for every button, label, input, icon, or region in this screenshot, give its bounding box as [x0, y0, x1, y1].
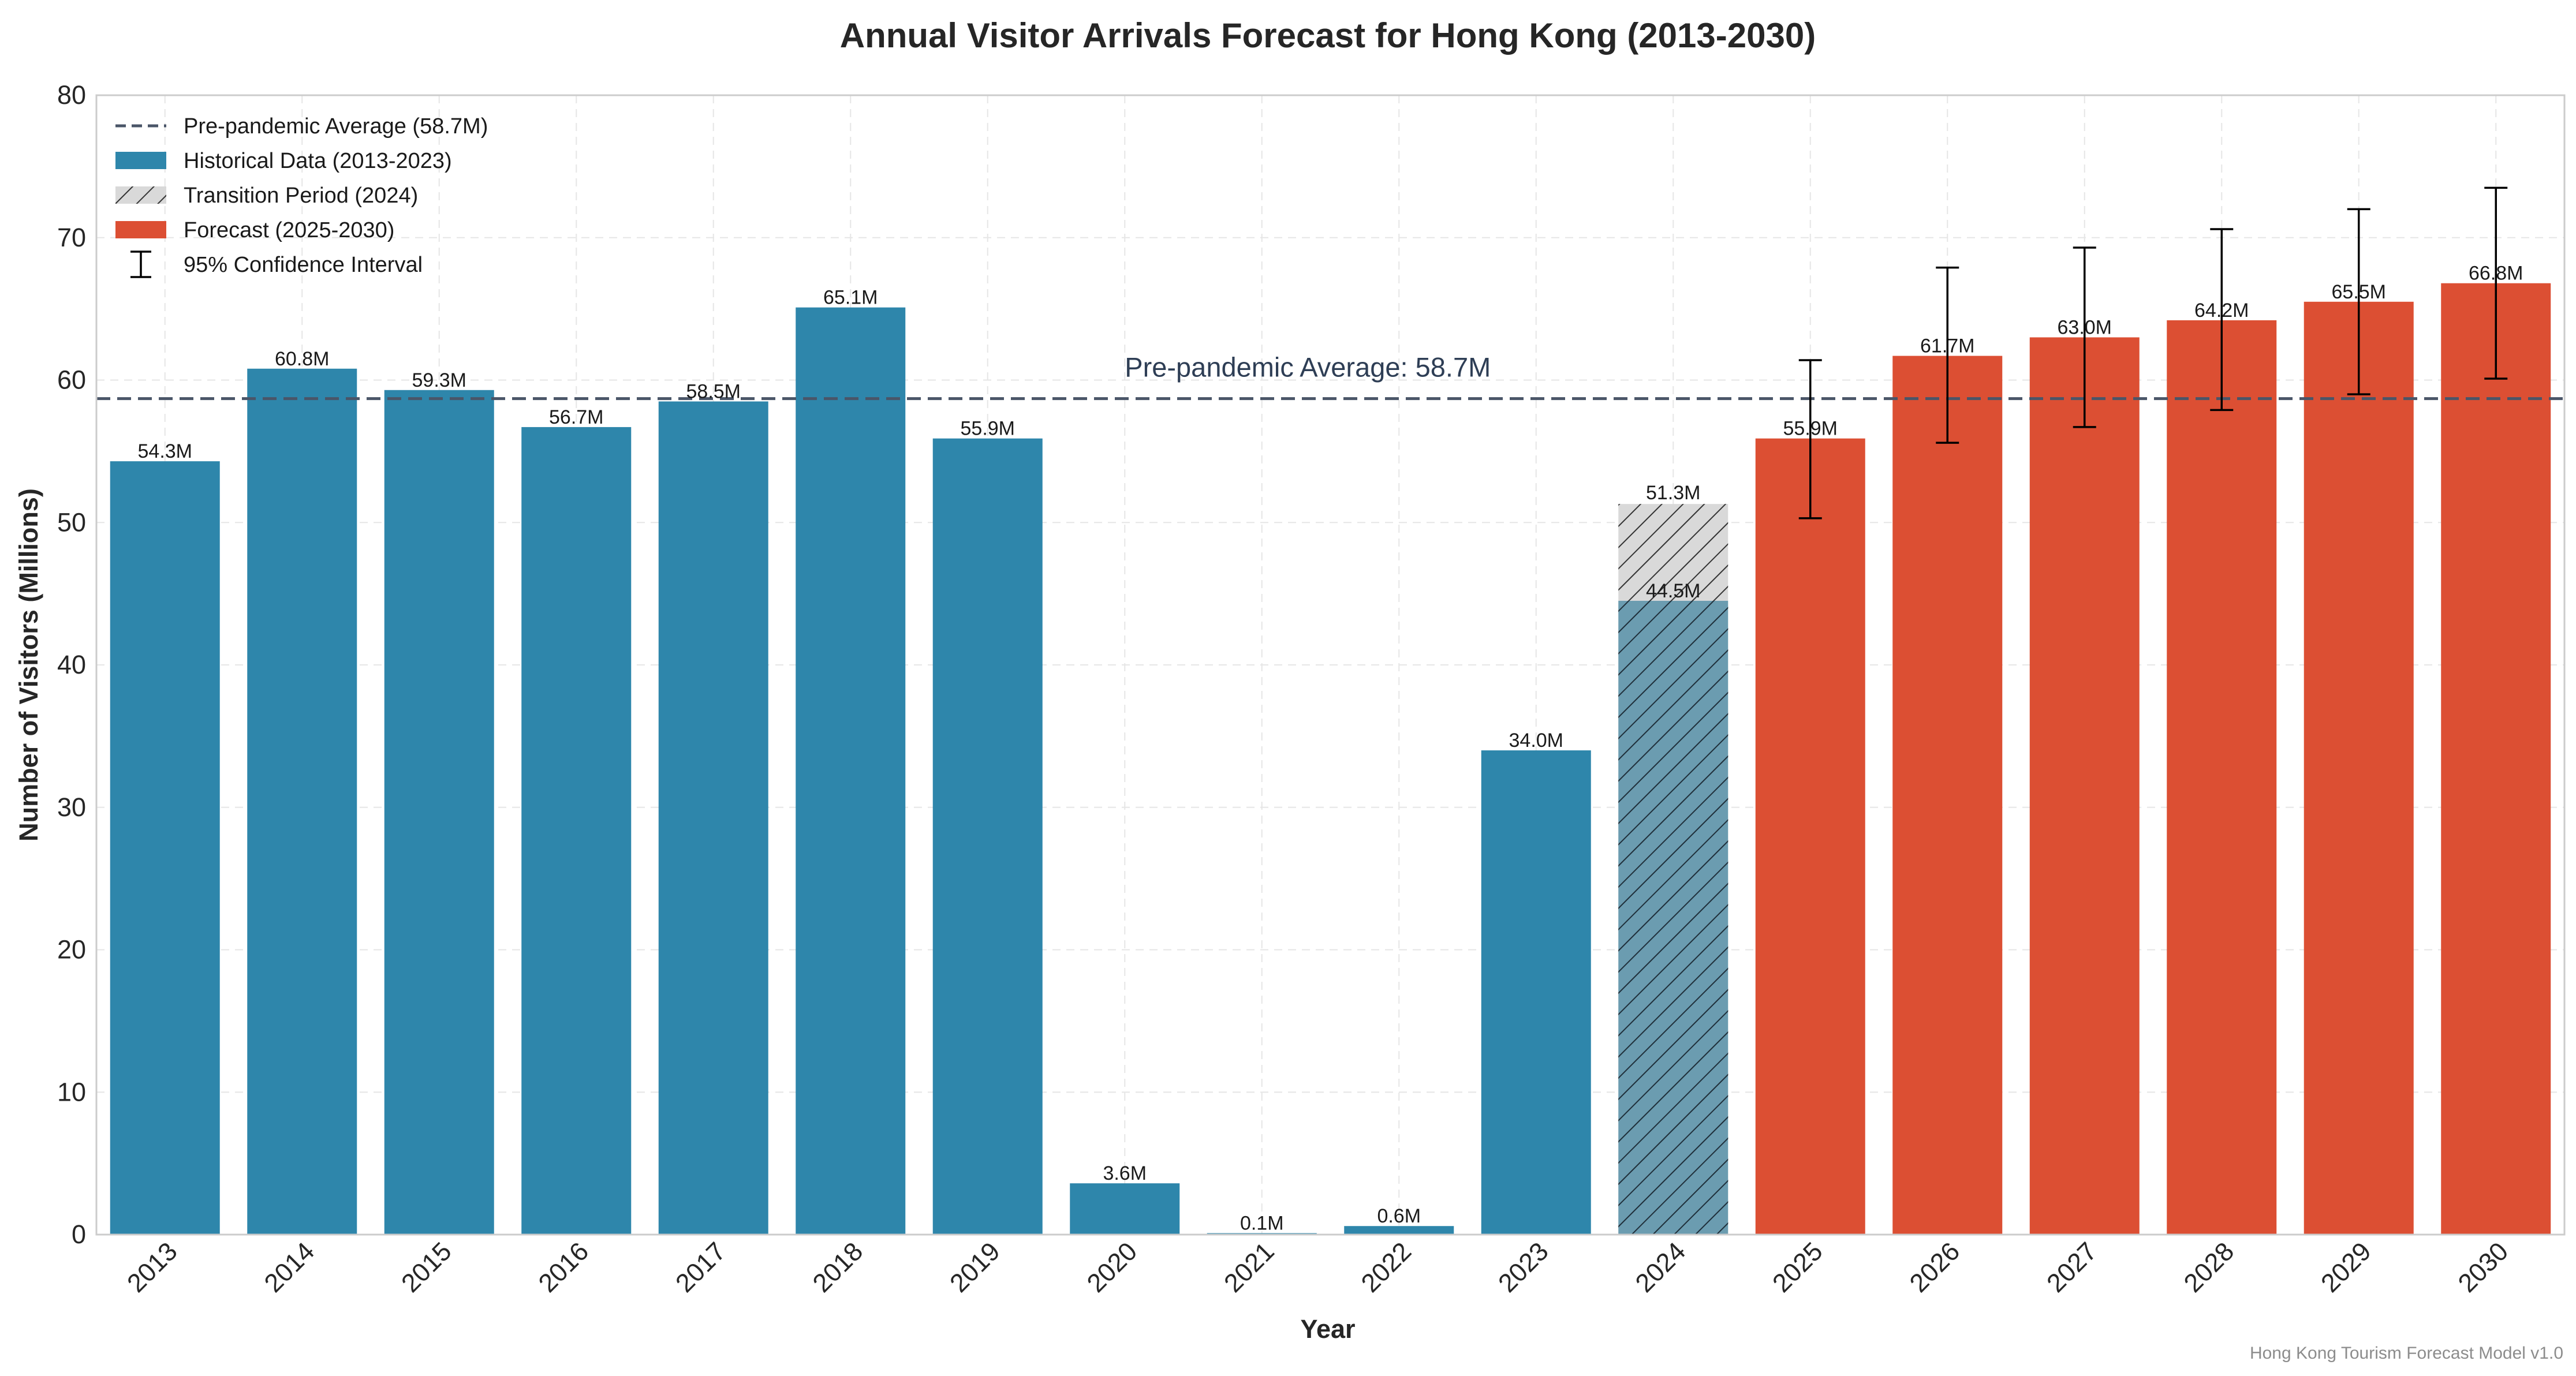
x-tick-label: 2030 [2452, 1236, 2514, 1298]
x-tick-label: 2028 [2178, 1236, 2239, 1298]
bar-historical [658, 401, 768, 1235]
legend-label: Transition Period (2024) [184, 184, 418, 208]
data-label-historical: 3.6M [1103, 1162, 1147, 1184]
bar-historical [796, 307, 906, 1235]
x-tick-label: 2017 [670, 1236, 731, 1298]
legend-label: Historical Data (2013-2023) [184, 149, 452, 173]
y-tick-label: 20 [57, 935, 86, 964]
bar-forecast [2441, 283, 2551, 1235]
legend-label: Pre-pandemic Average (58.7M) [184, 114, 488, 139]
legend-label: 95% Confidence Interval [184, 253, 423, 277]
data-label-forecast: 66.8M [2469, 263, 2523, 285]
data-label-historical: 65.1M [823, 287, 878, 309]
data-label-historical: 56.7M [549, 406, 604, 428]
bar-historical [1481, 750, 1591, 1235]
data-label-transition-projected: 51.3M [1646, 482, 1701, 504]
y-tick-label: 60 [57, 365, 86, 395]
legend-entry: 95% Confidence Interval [130, 250, 423, 278]
x-tick-label: 2022 [1355, 1236, 1417, 1298]
x-tick-label: 2020 [1081, 1236, 1143, 1298]
legend-entry: Forecast (2025-2030) [115, 218, 394, 242]
legend: Pre-pandemic Average (58.7M) Historical D… [115, 114, 488, 278]
y-tick-label: 10 [57, 1077, 86, 1106]
legend-swatch-hatch [115, 186, 166, 204]
legend-entry: Historical Data (2013-2023) [115, 149, 452, 173]
data-label-historical: 58.5M [686, 381, 741, 403]
x-tick-label: 2018 [807, 1236, 868, 1298]
y-tick-label: 70 [57, 223, 86, 252]
bar-forecast [2167, 320, 2277, 1235]
bar-historical [521, 427, 632, 1235]
x-tick-label: 2029 [2315, 1236, 2377, 1298]
bar-historical [1344, 1226, 1454, 1235]
bar-forecast [1892, 356, 2003, 1235]
chart-title: Annual Visitor Arrivals Forecast for Hon… [840, 16, 1816, 55]
legend-swatch-bar [115, 221, 166, 238]
x-axis-label: Year [1300, 1314, 1355, 1344]
legend-swatch-bar [115, 152, 166, 169]
y-tick-label: 30 [57, 792, 86, 822]
reference-line-group: Pre-pandemic Average: 58.7M [96, 352, 2564, 401]
bar-historical [384, 390, 494, 1235]
x-tick-label: 2024 [1629, 1236, 1691, 1298]
x-tick-label: 2026 [1903, 1236, 1965, 1298]
bar-forecast [2304, 301, 2414, 1235]
y-axis-label: Number of Visitors (Millions) [14, 488, 43, 842]
x-tick-label: 2023 [1492, 1236, 1554, 1298]
x-tick-label: 2021 [1218, 1236, 1280, 1298]
y-axis-ticks: 0 10 20 30 40 50 60 70 80 [57, 80, 86, 1249]
data-label-historical: 55.9M [961, 418, 1016, 440]
x-axis-ticks: 2013 2014 2015 2016 2017 2018 2019 2020 2021 2022… [121, 1236, 2514, 1298]
y-tick-label: 50 [57, 507, 86, 537]
data-label-forecast: 61.7M [1920, 335, 1975, 357]
bar-transition-actual [1618, 600, 1728, 1235]
data-label-historical: 34.0M [1509, 730, 1564, 751]
legend-entry: Pre-pandemic Average (58.7M) [115, 114, 488, 139]
bar-historical [1070, 1183, 1180, 1235]
data-labels: 54.3M 60.8M 59.3M 56.7M 58.5M 65.1M 55.9M 3.6M 0… [138, 263, 2523, 1235]
data-label-transition-actual: 44.5M [1646, 580, 1701, 602]
bar-historical [932, 438, 1043, 1235]
x-tick-label: 2015 [395, 1236, 457, 1298]
data-label-forecast: 64.2M [2194, 300, 2249, 321]
plot-area-frame [95, 94, 2566, 1236]
legend-entry: Transition Period (2024) [115, 184, 418, 208]
data-label-historical: 54.3M [138, 440, 193, 462]
data-label-historical: 0.1M [1240, 1213, 1284, 1235]
x-tick-label: 2027 [2041, 1236, 2103, 1298]
data-label-historical: 60.8M [275, 348, 330, 370]
x-tick-label: 2013 [121, 1236, 183, 1298]
y-tick-label: 80 [57, 80, 86, 110]
bar-forecast [2029, 337, 2140, 1235]
data-label-forecast: 55.9M [1783, 418, 1838, 440]
error-bars [1798, 186, 2508, 519]
x-tick-label: 2019 [944, 1236, 1006, 1298]
x-tick-label: 2014 [258, 1236, 320, 1298]
x-tick-label: 2025 [1767, 1236, 1828, 1298]
x-tick-label: 2016 [532, 1236, 594, 1298]
bar-historical [110, 461, 220, 1235]
y-tick-label: 40 [57, 650, 86, 679]
data-label-historical: 59.3M [412, 369, 467, 391]
legend-label: Forecast (2025-2030) [184, 218, 394, 242]
y-tick-label: 0 [72, 1220, 86, 1249]
data-label-forecast: 65.5M [2332, 281, 2387, 303]
data-label-forecast: 63.0M [2058, 316, 2112, 338]
bars [110, 283, 2551, 1235]
data-label-historical: 0.6M [1377, 1205, 1421, 1227]
bar-historical [247, 368, 357, 1235]
bar-forecast [1755, 438, 1865, 1235]
reference-line-annotation: Pre-pandemic Average: 58.7M [1125, 352, 1491, 383]
footer-model-version: Hong Kong Tourism Forecast Model v1.0 [2250, 1344, 2563, 1363]
